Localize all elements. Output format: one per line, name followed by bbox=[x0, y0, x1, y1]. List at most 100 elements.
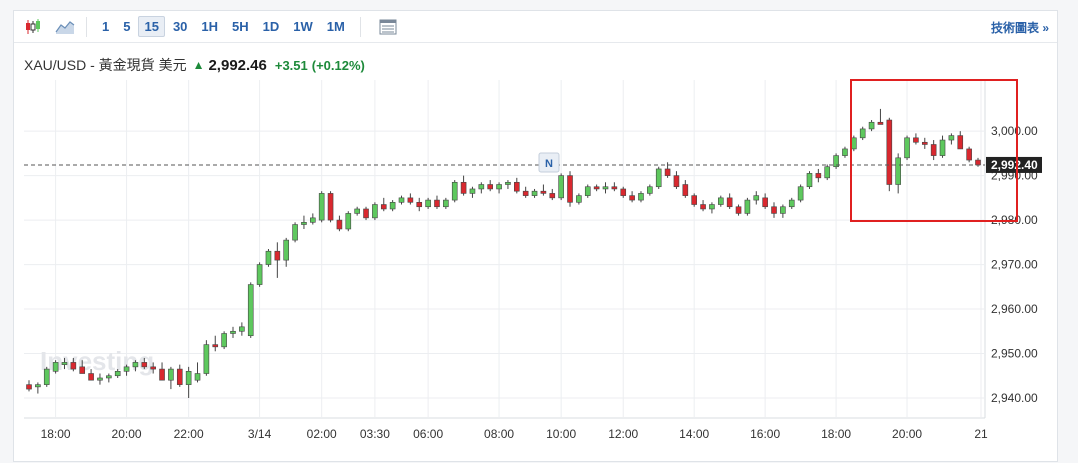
candle bbox=[35, 384, 41, 388]
candle bbox=[132, 362, 139, 368]
timeframe-1w[interactable]: 1W bbox=[293, 19, 313, 34]
area-chart-icon[interactable] bbox=[52, 14, 78, 40]
candle bbox=[797, 186, 804, 201]
timeframe-1d[interactable]: 1D bbox=[262, 19, 280, 34]
last-price-label: 2,992.40 bbox=[991, 158, 1038, 172]
candle bbox=[336, 219, 343, 230]
candle bbox=[354, 208, 360, 214]
candle bbox=[274, 250, 281, 261]
x-tick-label: 21 bbox=[974, 427, 988, 441]
candle bbox=[256, 264, 263, 285]
highlight-box bbox=[850, 79, 1018, 222]
candle bbox=[88, 373, 94, 381]
x-tick-label: 18:00 bbox=[41, 427, 71, 441]
candle bbox=[780, 206, 786, 214]
candle bbox=[310, 217, 316, 223]
last-price-badge bbox=[986, 156, 1042, 173]
candle bbox=[239, 326, 245, 332]
timeframe-30[interactable]: 30 bbox=[172, 19, 188, 34]
timeframe-15[interactable]: 15 bbox=[138, 16, 165, 37]
candle bbox=[655, 168, 662, 188]
candle bbox=[948, 135, 955, 141]
candle bbox=[753, 195, 760, 201]
candle bbox=[593, 186, 600, 190]
x-tick-label: 02:00 bbox=[307, 427, 337, 441]
candle bbox=[584, 186, 591, 196]
candle bbox=[469, 188, 476, 194]
table-view-icon[interactable] bbox=[375, 14, 401, 40]
candle bbox=[70, 362, 77, 370]
candle bbox=[212, 344, 219, 348]
candle bbox=[620, 188, 627, 196]
candle bbox=[700, 204, 706, 210]
candle bbox=[43, 368, 50, 385]
candle bbox=[975, 159, 981, 166]
x-tick-label: 14:00 bbox=[679, 427, 709, 441]
candle bbox=[26, 384, 32, 390]
candles-layer bbox=[26, 108, 981, 398]
x-tick-label: 22:00 bbox=[174, 427, 204, 441]
candle bbox=[389, 202, 396, 210]
candle bbox=[549, 193, 556, 199]
current-price: 2,992.46 bbox=[208, 56, 267, 74]
candle bbox=[682, 184, 689, 196]
candle bbox=[363, 208, 369, 219]
candle bbox=[664, 168, 671, 176]
news-marker[interactable]: N bbox=[538, 152, 560, 173]
candle bbox=[150, 366, 156, 370]
x-tick-label: 03:30 bbox=[360, 427, 390, 441]
x-tick-label: 12:00 bbox=[608, 427, 638, 441]
y-tick-label: 2,940.00 bbox=[991, 391, 1038, 405]
timeframe-1m[interactable]: 1M bbox=[326, 19, 345, 34]
candle bbox=[185, 371, 192, 385]
candle bbox=[673, 175, 680, 188]
timeframe-5h[interactable]: 5H bbox=[232, 19, 249, 34]
x-tick-label: 3/14 bbox=[248, 427, 272, 441]
candle bbox=[247, 284, 254, 337]
candle bbox=[416, 202, 423, 208]
y-tick-label: 3,000.00 bbox=[991, 124, 1038, 138]
candle bbox=[567, 175, 573, 203]
candle bbox=[647, 186, 653, 194]
candlestick-chart-icon[interactable] bbox=[20, 14, 46, 40]
x-tick-label: 20:00 bbox=[112, 427, 142, 441]
candle bbox=[851, 137, 857, 150]
candle bbox=[514, 181, 520, 192]
timeframe-5[interactable]: 5 bbox=[123, 19, 131, 34]
candle bbox=[496, 184, 502, 190]
candle bbox=[913, 137, 919, 143]
candle bbox=[576, 195, 582, 203]
candle bbox=[531, 190, 538, 196]
candle bbox=[930, 144, 937, 156]
timeframe-group: 1 5 15 30 1H 5H 1D 1W 1M bbox=[95, 16, 352, 37]
toolbar-divider bbox=[359, 16, 361, 37]
x-tick-label: 16:00 bbox=[750, 427, 780, 441]
candle bbox=[842, 148, 848, 156]
chart-toolbar: 1 5 15 30 1H 5H 1D 1W 1M 技術圖表 » bbox=[14, 11, 1057, 43]
candle bbox=[691, 195, 697, 205]
last-price-label-group: 2,992.40 bbox=[986, 156, 1042, 173]
candle bbox=[815, 173, 822, 179]
candle bbox=[425, 199, 431, 208]
candle bbox=[168, 368, 174, 381]
candle bbox=[771, 206, 777, 214]
timeframe-1h[interactable]: 1H bbox=[201, 19, 219, 34]
candle bbox=[868, 121, 875, 130]
candle bbox=[939, 139, 946, 156]
candle bbox=[159, 368, 165, 381]
candle bbox=[638, 193, 644, 201]
candle bbox=[79, 366, 86, 374]
x-tick-label: 08:00 bbox=[484, 427, 514, 441]
x-tick-label: 10:00 bbox=[546, 427, 576, 441]
candle bbox=[443, 199, 449, 208]
candle bbox=[505, 181, 511, 185]
candle bbox=[292, 224, 298, 241]
technical-chart-link[interactable]: 技術圖表 » bbox=[990, 21, 1049, 35]
timeframe-1[interactable]: 1 bbox=[102, 19, 110, 34]
candle bbox=[114, 371, 121, 377]
candle bbox=[957, 135, 964, 150]
candle bbox=[478, 184, 485, 190]
y-tick-label: 2,960.00 bbox=[991, 302, 1038, 316]
instrument-info: XAU/USD - 黃金現貨 美元 ▲ 2,992.46 +3.51 (+0.1… bbox=[24, 55, 365, 75]
